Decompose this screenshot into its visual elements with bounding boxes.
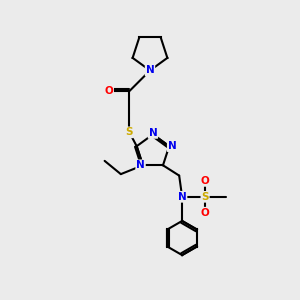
Text: O: O <box>201 208 209 218</box>
Text: O: O <box>104 86 113 96</box>
Text: N: N <box>148 128 157 138</box>
Text: S: S <box>201 192 209 202</box>
Text: S: S <box>126 127 133 137</box>
Text: N: N <box>146 65 154 76</box>
Text: N: N <box>136 160 145 170</box>
Text: N: N <box>178 192 187 202</box>
Text: N: N <box>168 141 176 151</box>
Text: O: O <box>201 176 209 186</box>
